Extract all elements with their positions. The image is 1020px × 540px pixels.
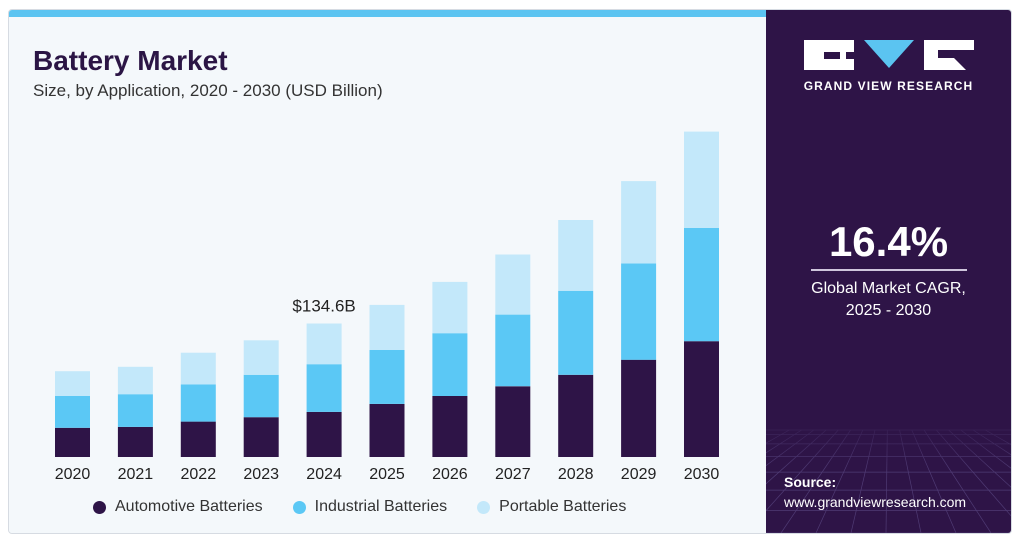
chart-panel: 2020 2021 2022 2023 2024 $134.6B 2025 2026 2027 2… (9, 17, 766, 533)
chart-legend: Automotive Batteries Industrial Batteries… (93, 495, 656, 519)
grid-pattern-decoration (766, 410, 1011, 533)
bar-2023-industrial-batteries (243, 374, 279, 418)
x-tick-label: 2027 (495, 466, 531, 483)
cagr-label-line-1: Global Market CAGR, (811, 280, 966, 297)
x-tick-label: 2028 (558, 466, 594, 483)
legend-label: Industrial Batteries (314, 498, 448, 515)
bar-2022-portable-batteries (180, 352, 216, 385)
legend-label: Portable Batteries (499, 498, 627, 515)
x-tick-label: 2022 (181, 466, 217, 483)
bar-2021-industrial-batteries (117, 394, 153, 427)
cagr-value: 16.4% (828, 218, 949, 265)
bar-2030-portable-batteries (684, 131, 719, 228)
bar-2020-portable-batteries (55, 371, 90, 396)
legend-swatch-icon (93, 500, 106, 514)
bar-2024-portable-batteries (306, 323, 342, 365)
chart-subtitle: Size, by Application, 2020 - 2030 (USD B… (33, 81, 383, 100)
x-tick-label: 2029 (621, 466, 657, 483)
x-tick-label: 2025 (369, 466, 405, 483)
bar-2026-industrial-batteries (432, 333, 468, 396)
accent-bar (9, 10, 766, 17)
x-tick-label: 2020 (55, 466, 91, 483)
bar-2027-industrial-batteries (495, 314, 531, 387)
bar-2027-automotive-batteries (495, 386, 531, 457)
legend-swatch-icon (292, 500, 306, 514)
legend-item: Portable Batteries (477, 498, 626, 516)
bar-2023-portable-batteries (243, 340, 279, 375)
bar-2021-automotive-batteries (117, 426, 153, 457)
chart-card: 2020 2021 2022 2023 2024 $134.6B 2025 2026 2027 2… (8, 9, 1012, 534)
stacked-bar-chart: 2020 2021 2022 2023 2024 $134.6B 2025 2026 2027 2… (55, 131, 720, 483)
bar-2026-automotive-batteries (432, 396, 468, 457)
bar-2023-automotive-batteries (243, 417, 279, 457)
bar-2020-automotive-batteries (55, 427, 90, 457)
bar-2025-portable-batteries (369, 304, 405, 350)
bar-2022-industrial-batteries (180, 384, 216, 422)
bar-2025-industrial-batteries (369, 350, 405, 404)
x-tick-label: 2026 (432, 466, 468, 483)
bar-2029-portable-batteries (621, 181, 657, 264)
bar-2021-portable-batteries (117, 366, 153, 395)
bar-2030-automotive-batteries (684, 341, 719, 457)
bar-2022-automotive-batteries (180, 421, 216, 457)
legend-item: Automotive Batteries (93, 498, 263, 516)
bar-2028-automotive-batteries (558, 374, 594, 457)
legend-swatch-icon (477, 500, 491, 514)
x-tick-label: 2024 (306, 466, 342, 483)
legend-label: Automotive Batteries (115, 498, 263, 515)
bar-2029-automotive-batteries (621, 359, 657, 457)
cagr-label-line-2: 2025 - 2030 (845, 302, 932, 319)
bar-2024-industrial-batteries (306, 364, 342, 412)
source-label: Source: (784, 474, 837, 490)
sidebar-panel: GRAND VIEW RESEARCH 16.4% Global Market … (766, 10, 1011, 533)
cagr-label: Global Market CAGR, 2025 - 2030 (766, 278, 1011, 322)
bar-2028-industrial-batteries (558, 290, 594, 375)
brand-name: GRAND VIEW RESEARCH (803, 79, 974, 93)
bar-2026-portable-batteries (432, 281, 468, 334)
bar-2030-industrial-batteries (684, 228, 719, 342)
x-tick-label: 2030 (684, 466, 720, 483)
legend-item: Industrial Batteries (292, 498, 448, 516)
x-tick-label: 2021 (118, 466, 154, 483)
bar-2029-industrial-batteries (621, 263, 657, 360)
bar-2024-automotive-batteries (306, 411, 342, 457)
x-tick-label: 2023 (243, 466, 279, 483)
chart-title: Battery Market (33, 45, 228, 76)
bar-2028-portable-batteries (558, 220, 594, 291)
bar-2025-automotive-batteries (369, 403, 405, 457)
bar-2020-industrial-batteries (55, 396, 90, 428)
cagr-divider (811, 269, 967, 271)
data-label-annotation: $134.6B (292, 297, 355, 316)
source-link[interactable]: www.grandviewresearch.com (784, 494, 967, 510)
bar-2027-portable-batteries (495, 254, 531, 315)
grand-view-research-logo-icon (804, 40, 974, 70)
